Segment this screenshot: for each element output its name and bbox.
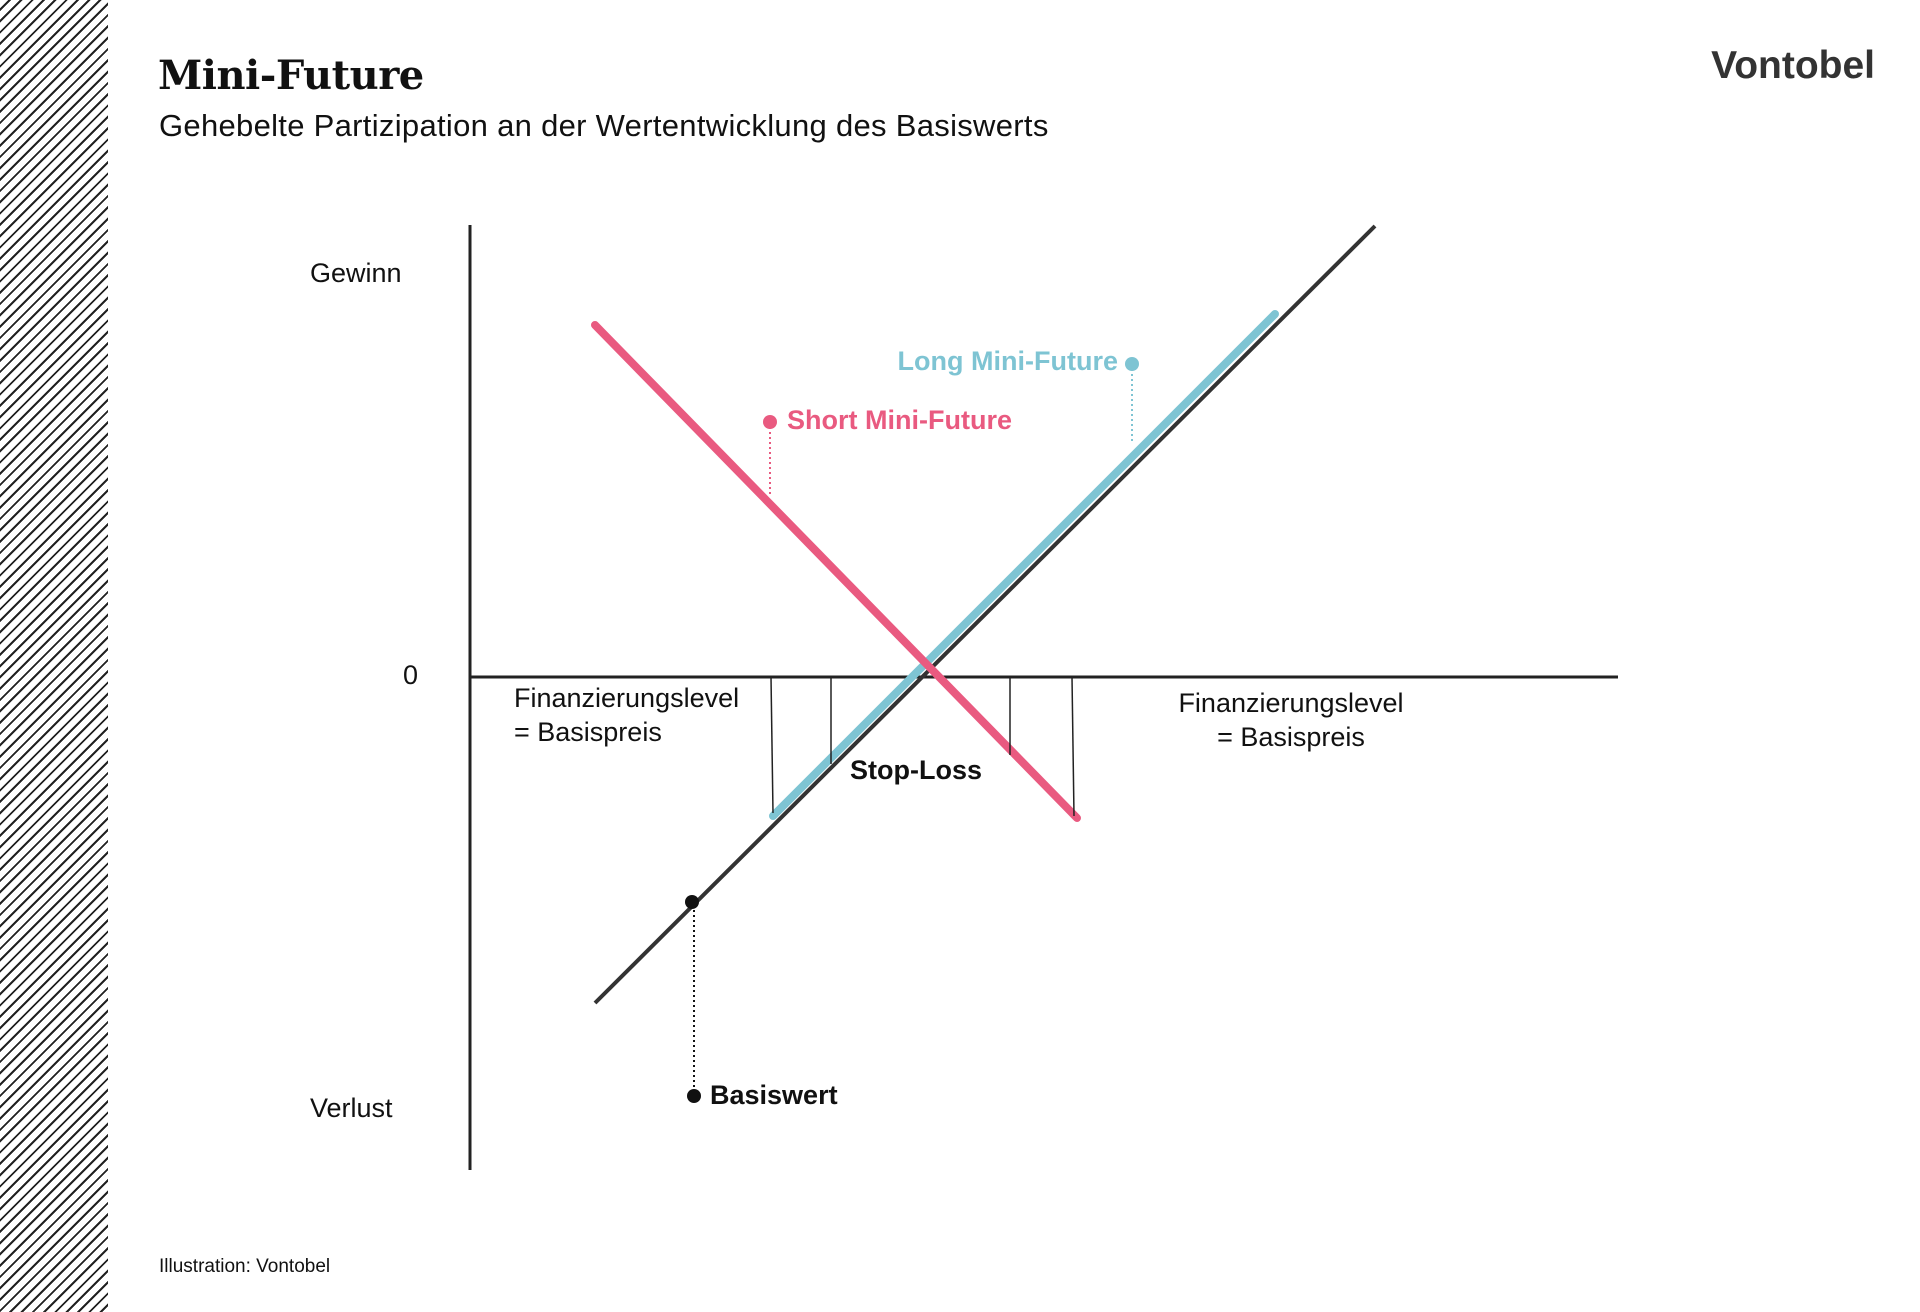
financing-level-right-line2: = Basispreis xyxy=(1217,722,1365,752)
page-subtitle: Gehebelte Partizipation an der Wertentwi… xyxy=(159,108,1049,143)
stop-loss-label: Stop-Loss xyxy=(850,755,982,785)
hatched-side-band xyxy=(0,0,108,1312)
short-mini-future-line xyxy=(591,321,1081,822)
long-mini-future-line xyxy=(769,310,1279,820)
long-financing-level-marker xyxy=(770,676,774,814)
short-mini-future-label: Short Mini-Future xyxy=(787,405,1012,435)
illustration-caption: Illustration: Vontobel xyxy=(159,1256,331,1277)
y-axis-zero-label: 0 xyxy=(403,660,418,690)
short-financing-level-marker xyxy=(1071,676,1075,817)
long-callout-dot xyxy=(1125,357,1139,371)
page-title: Mini-Future xyxy=(158,52,424,99)
basiswert-point xyxy=(685,895,699,909)
short-callout-dot xyxy=(763,415,777,429)
y-axis-bottom-label: Verlust xyxy=(310,1093,393,1123)
financing-level-left-line1: Finanzierungslevel xyxy=(514,683,739,713)
basiswert-label: Basiswert xyxy=(710,1080,838,1110)
y-axis-top-label: Gewinn xyxy=(310,258,402,288)
financing-level-right-line1: Finanzierungslevel xyxy=(1178,688,1403,718)
vontobel-logo: Vontobel xyxy=(1711,44,1875,87)
basiswert-callout-dot xyxy=(687,1089,701,1103)
basiswert-line xyxy=(593,224,1377,1005)
financing-level-left-line2: = Basispreis xyxy=(514,717,662,747)
long-mini-future-label: Long Mini-Future xyxy=(898,346,1118,376)
